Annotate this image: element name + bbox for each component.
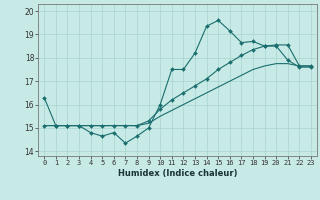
X-axis label: Humidex (Indice chaleur): Humidex (Indice chaleur) [118, 169, 237, 178]
